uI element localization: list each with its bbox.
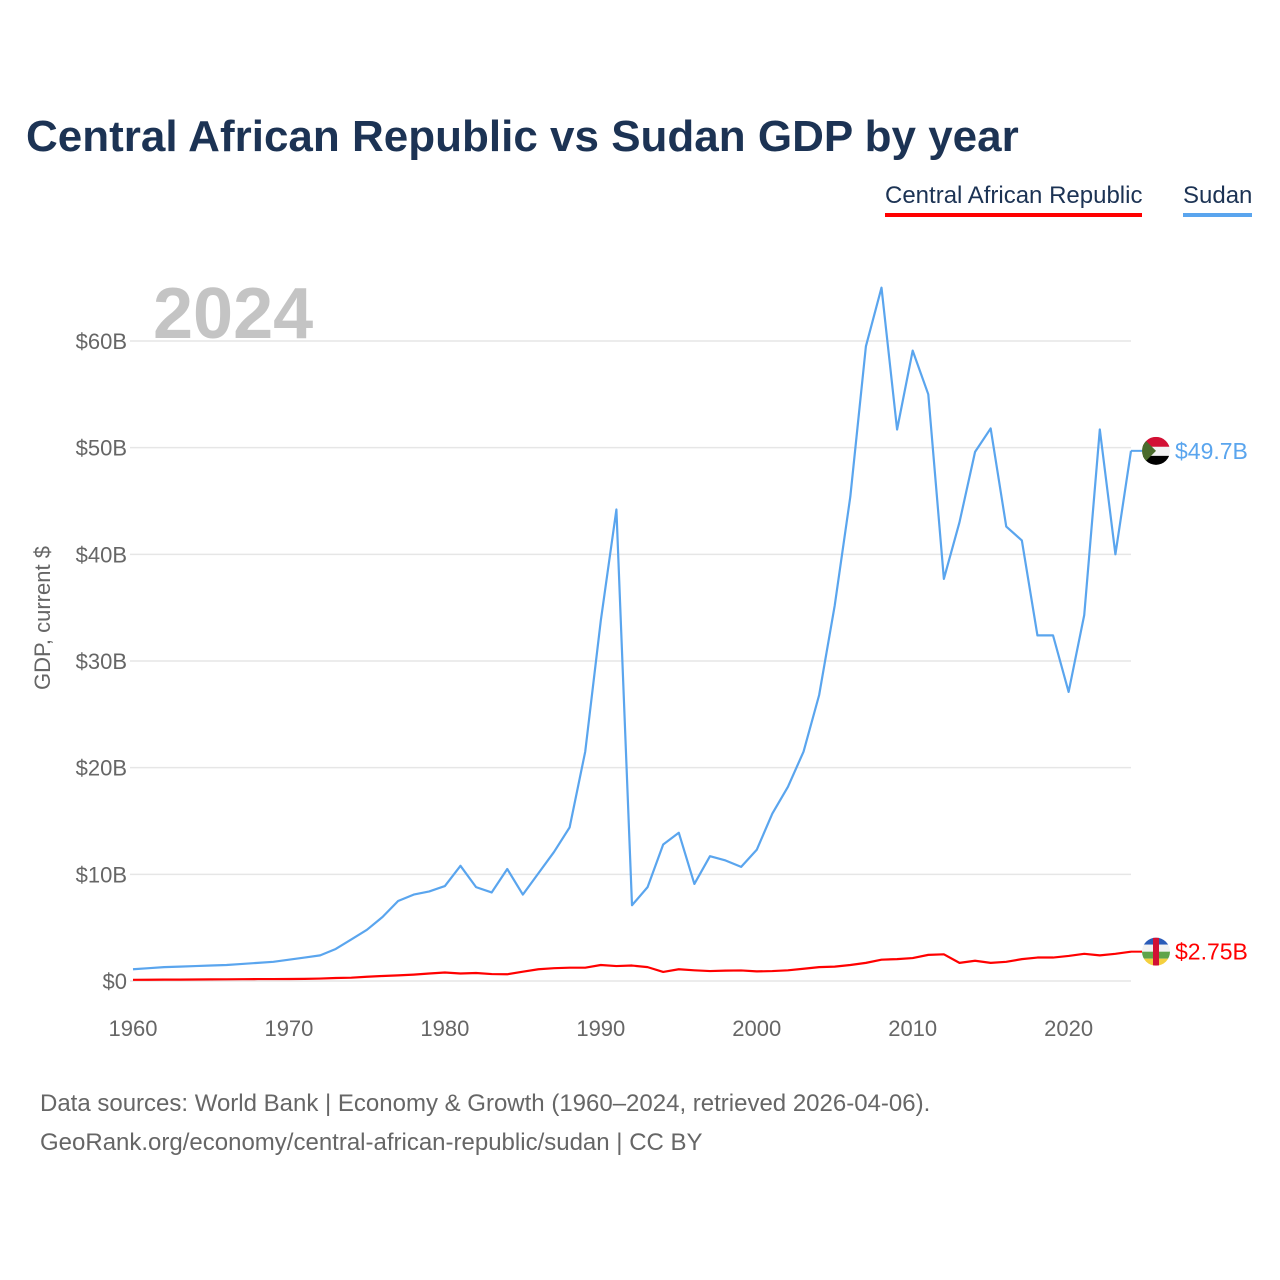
y-tick-label: $50B: [76, 436, 127, 461]
y-tick-label: $0: [103, 969, 127, 994]
y-tick-label: $10B: [76, 862, 127, 887]
series-line-car: [132, 950, 1132, 981]
data-source-text: Data sources: World Bank | Economy & Gro…: [40, 1090, 931, 1117]
series-line-sudan: [132, 286, 1133, 971]
x-tick-label: 1970: [264, 1016, 313, 1041]
chart-title: Central African Republic vs Sudan GDP by…: [26, 112, 1019, 161]
sudan-flag-icon: [1142, 436, 1170, 465]
car-flag-icon: [1142, 937, 1170, 966]
y-axis-label: GDP, current $: [30, 546, 55, 690]
stripe: [1142, 436, 1170, 447]
x-tick-label: 2000: [732, 1016, 781, 1041]
flag: [1142, 937, 1170, 966]
x-tick-label: 1990: [576, 1016, 625, 1041]
legend-sudan[interactable]: Sudan: [1183, 182, 1253, 217]
end-value-label: $49.7B: [1175, 438, 1248, 464]
source-link[interactable]: GeoRank.org/economy/central-african-repu…: [40, 1129, 703, 1156]
footer: Data sources: World Bank | Economy & Gro…: [40, 1084, 930, 1162]
band: [1153, 937, 1159, 966]
x-tick-label: 1960: [109, 1016, 158, 1041]
x-tick-label: 2010: [888, 1016, 937, 1041]
x-tick-label: 2020: [1044, 1016, 1093, 1041]
y-tick-label: $60B: [76, 329, 127, 354]
year-watermark: 2024: [153, 274, 313, 354]
y-tick-label: $20B: [76, 756, 127, 781]
triangle: [1142, 436, 1156, 465]
y-tick-label: $30B: [76, 649, 127, 674]
flag: [1142, 436, 1170, 465]
stripe: [1142, 446, 1170, 456]
legend-central-african-republic[interactable]: Central African Republic: [885, 182, 1143, 217]
y-tick-label: $40B: [76, 542, 127, 567]
x-tick-label: 1980: [420, 1016, 469, 1041]
end-value-label: $2.75B: [1175, 939, 1248, 965]
stripe: [1142, 455, 1170, 465]
